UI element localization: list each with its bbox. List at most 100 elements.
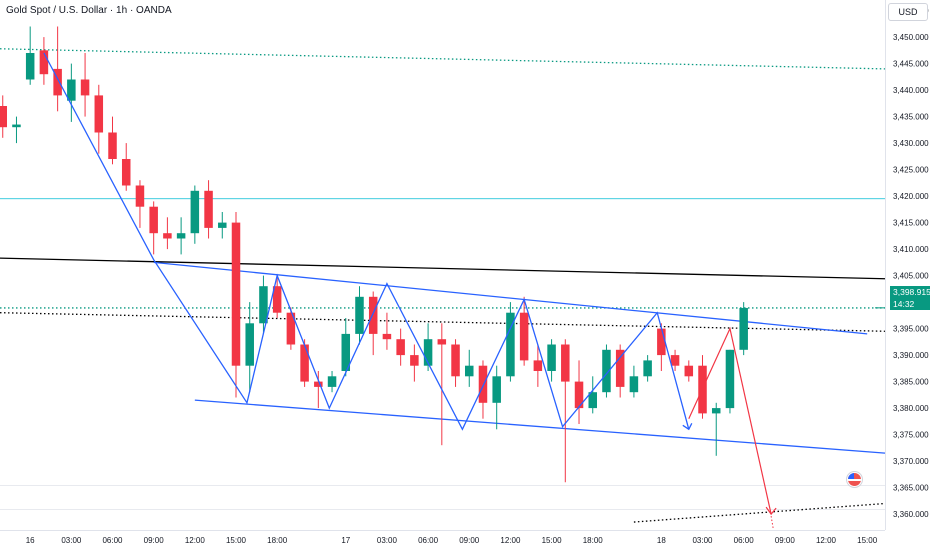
y-tick-label: 3,405.000 <box>893 272 929 281</box>
candle-body <box>39 50 49 75</box>
y-tick-label: 3,415.000 <box>893 219 929 228</box>
trend-line <box>0 48 886 70</box>
projection-path <box>688 326 772 515</box>
candle-body <box>341 333 351 371</box>
candle-body <box>547 344 556 371</box>
candle-body <box>0 106 7 128</box>
projection-arrowhead <box>765 506 777 516</box>
x-tick-label: 09:00 <box>144 536 165 545</box>
candle-body <box>561 344 570 382</box>
zigzag-pattern <box>43 52 690 431</box>
candle-body <box>437 339 447 345</box>
y-tick-label: 3,440.000 <box>893 86 929 95</box>
y-tick-label: 3,360.000 <box>893 510 929 519</box>
x-tick-label: 09:00 <box>775 536 796 545</box>
candle-body <box>396 339 405 356</box>
candle-body <box>506 312 515 377</box>
candle-body <box>135 185 145 207</box>
x-tick-label: 15:00 <box>226 536 247 545</box>
candle-body <box>245 323 254 366</box>
x-tick-label: 03:00 <box>692 536 713 545</box>
candle-body <box>602 349 611 393</box>
candle-body <box>739 307 748 350</box>
candle-body <box>725 349 735 409</box>
us-flag-icon[interactable] <box>847 472 862 487</box>
trend-line <box>0 257 886 280</box>
candle-body <box>67 79 76 101</box>
currency-button[interactable]: USD <box>888 3 928 21</box>
candle-body <box>465 365 474 377</box>
y-tick-label: 3,390.000 <box>893 351 929 360</box>
candle-body <box>519 312 529 361</box>
x-tick-label: 12:00 <box>816 536 837 545</box>
zigzag-arrowhead <box>682 423 693 431</box>
current-price-value: 3,398.915 <box>893 287 931 297</box>
y-tick-label: 3,420.000 <box>893 192 929 201</box>
candle-body <box>231 222 241 366</box>
candle-body <box>272 286 282 313</box>
bar-countdown: 14:32 <box>893 299 915 309</box>
candle-body <box>94 95 104 133</box>
y-tick-label: 3,370.000 <box>893 457 929 466</box>
x-tick-label: 15:00 <box>542 536 563 545</box>
y-tick-label: 3,375.000 <box>893 431 929 440</box>
y-tick-label: 3,410.000 <box>893 245 929 254</box>
candle-body <box>286 312 296 345</box>
candle-body <box>615 349 625 387</box>
candle-body <box>711 408 721 414</box>
x-tick-label: 06:00 <box>734 536 755 545</box>
x-tick-label: 12:00 <box>185 536 206 545</box>
x-tick-label: 18:00 <box>267 536 288 545</box>
candle-body <box>355 296 364 334</box>
y-tick-label: 3,450.000 <box>893 33 929 42</box>
candle-body <box>327 376 337 387</box>
x-tick-label: 09:00 <box>459 536 480 545</box>
candle-body <box>492 376 501 403</box>
x-tick-label: 03:00 <box>377 536 398 545</box>
candle-body <box>368 296 378 334</box>
candle-body <box>12 124 21 128</box>
candle-body <box>478 365 488 403</box>
x-tick-label: 12:00 <box>500 536 521 545</box>
candle-body <box>259 286 268 324</box>
candle-body <box>670 355 680 366</box>
candle-body <box>176 233 186 239</box>
candle-body <box>588 392 597 409</box>
x-tick-label: 06:00 <box>102 536 123 545</box>
candle-body <box>643 360 652 377</box>
trend-line <box>194 399 886 454</box>
y-tick-label: 3,435.000 <box>893 113 929 122</box>
candle-body <box>657 328 666 356</box>
candle-body <box>163 233 172 239</box>
candle-body <box>300 344 309 382</box>
y-tick-label: 3,430.000 <box>893 139 929 148</box>
candle-body <box>423 339 433 366</box>
y-tick-label: 3,445.000 <box>893 60 929 69</box>
x-tick-label: 16 <box>26 536 35 545</box>
candle-body <box>190 190 200 234</box>
candle-body <box>382 333 392 340</box>
candle-body <box>149 206 158 234</box>
trend-line <box>633 502 886 523</box>
x-tick-label: 15:00 <box>857 536 878 545</box>
symbol-title: Gold Spot / U.S. Dollar · 1h · OANDA <box>6 5 172 16</box>
candle-body <box>108 132 117 159</box>
x-tick-label: 17 <box>341 536 350 545</box>
candle-body <box>53 68 62 96</box>
candle-body <box>684 365 694 377</box>
candle-body <box>574 381 584 409</box>
y-tick-label: 3,395.000 <box>893 325 929 334</box>
candle-body <box>121 159 131 186</box>
x-tick-label: 18 <box>657 536 666 545</box>
x-tick-label: 06:00 <box>418 536 439 545</box>
x-tick-label: 03:00 <box>61 536 82 545</box>
current-price-tag: 3,398.915 14:32 <box>890 286 931 310</box>
y-tick-label: 3,425.000 <box>893 166 929 175</box>
candle-body <box>410 355 419 366</box>
x-tick-label: 18:00 <box>583 536 604 545</box>
candle-body <box>25 53 35 80</box>
candle-body <box>629 376 639 393</box>
candle-body <box>533 360 543 371</box>
